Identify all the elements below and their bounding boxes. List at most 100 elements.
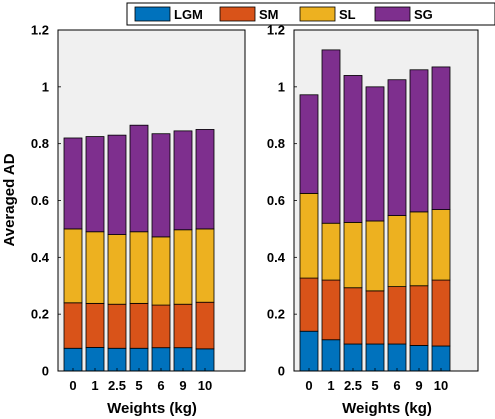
x-tick-label: 9 — [179, 378, 186, 393]
bar-segment-lgm — [195, 348, 215, 372]
legend-swatch-sm — [219, 6, 256, 22]
bar-segment-sm — [85, 302, 105, 348]
y-tick-label: 0 — [278, 364, 285, 379]
bar-segment-sg — [85, 136, 105, 233]
bar-segment-sm — [387, 286, 407, 345]
bar-segment-lgm — [343, 343, 363, 372]
bar-segment-sg — [321, 49, 341, 224]
axes-frame — [293, 29, 479, 372]
bar-segment-sm — [431, 279, 451, 347]
bar-segment-sm — [195, 301, 215, 350]
bar-segment-sl — [85, 231, 105, 304]
legend-label-sl: SL — [339, 7, 356, 22]
bar-segment-sl — [299, 192, 319, 279]
y-tick-label: 0 — [42, 364, 49, 379]
bar-segment-sg — [409, 69, 429, 213]
bar-segment-lgm — [151, 347, 171, 372]
x-tick-label: 1 — [91, 378, 98, 393]
bar-segment-sm — [129, 302, 149, 349]
legend-label-lgm: LGM — [174, 7, 203, 22]
bar-segment-sm — [107, 303, 127, 349]
y-tick-label: 1 — [278, 79, 285, 94]
bar-segment-sl — [387, 215, 407, 288]
x-tick-label: 0 — [305, 378, 312, 393]
bar-segment-sm — [365, 290, 385, 345]
bar-segment-lgm — [365, 343, 385, 372]
x-tick-label: 5 — [135, 378, 142, 393]
y-tick-label: 0.8 — [31, 136, 49, 151]
y-tick-label: 1.2 — [31, 23, 49, 38]
legend-swatch-sl — [299, 6, 336, 22]
bar-segment-lgm — [129, 347, 149, 372]
bar-segment-lgm — [85, 347, 105, 372]
bar-segment-sg — [195, 129, 215, 230]
bar-segment-sl — [129, 231, 149, 304]
bar-segment-sg — [63, 137, 83, 230]
x-axis-title-left: Weights (kg) — [107, 400, 197, 417]
x-tick-label: 6 — [393, 378, 400, 393]
bar-segment-lgm — [409, 345, 429, 372]
bar-segment-sl — [431, 209, 451, 281]
x-axis-title-right: Weights (kg) — [342, 400, 432, 417]
legend-swatch-sg — [374, 6, 411, 22]
legend-label-sm: SM — [259, 7, 279, 22]
y-tick-label: 1.2 — [267, 23, 285, 38]
bar-segment-sm — [321, 279, 341, 341]
bar-segment-sl — [195, 228, 215, 303]
legend-label-sg: SG — [414, 7, 433, 22]
y-axis-title: Averaged AD — [1, 153, 18, 246]
bar-segment-sl — [409, 211, 429, 287]
bar-segment-lgm — [321, 339, 341, 372]
bar-segment-sl — [343, 221, 363, 289]
bar-segment-sg — [129, 124, 149, 233]
x-tick-label: 10 — [434, 378, 448, 393]
bar-segment-lgm — [63, 347, 83, 372]
bar-segment-sm — [63, 302, 83, 349]
bar-segment-sg — [365, 86, 385, 222]
bar-segment-sg — [107, 134, 127, 235]
bar-segment-sl — [63, 228, 83, 304]
y-tick-label: 1 — [42, 79, 49, 94]
x-tick-label: 10 — [198, 378, 212, 393]
y-tick-label: 0.2 — [267, 307, 285, 322]
bar-segment-lgm — [299, 330, 319, 372]
x-tick-label: 2.5 — [344, 378, 362, 393]
legend: LGM SM SL SG — [126, 2, 495, 26]
bar-segment-sg — [151, 133, 171, 238]
bar-segment-sl — [107, 234, 127, 305]
y-tick-label: 0.6 — [31, 193, 49, 208]
bar-segment-sm — [173, 303, 193, 349]
bar-segment-sl — [151, 236, 171, 306]
bar-segment-sg — [173, 130, 193, 231]
bar-segment-sg — [299, 94, 319, 194]
bar-segment-sg — [343, 75, 363, 223]
y-tick-label: 0.4 — [31, 250, 50, 265]
bar-segment-sm — [151, 304, 171, 349]
bar-segment-sm — [409, 285, 429, 346]
legend-swatch-lgm — [134, 6, 171, 22]
bar-segment-sm — [299, 277, 319, 332]
x-tick-label: 5 — [371, 378, 378, 393]
bar-segment-sl — [365, 220, 385, 292]
y-tick-label: 0.4 — [267, 250, 286, 265]
x-tick-label: 1 — [327, 378, 334, 393]
bar-segment-lgm — [107, 347, 127, 372]
bar-segment-lgm — [431, 345, 451, 372]
y-tick-label: 0.2 — [31, 307, 49, 322]
bar-segment-sg — [431, 66, 451, 210]
x-tick-label: 0 — [69, 378, 76, 393]
y-tick-label: 0.8 — [267, 136, 285, 151]
x-tick-label: 2.5 — [108, 378, 126, 393]
bar-segment-sl — [321, 222, 341, 281]
bar-segment-lgm — [387, 343, 407, 372]
x-tick-label: 9 — [415, 378, 422, 393]
bar-segment-sg — [387, 79, 407, 216]
y-tick-label: 0.6 — [267, 193, 285, 208]
bar-segment-sl — [173, 229, 193, 305]
axes-frame — [57, 29, 246, 372]
bar-segment-lgm — [173, 347, 193, 372]
